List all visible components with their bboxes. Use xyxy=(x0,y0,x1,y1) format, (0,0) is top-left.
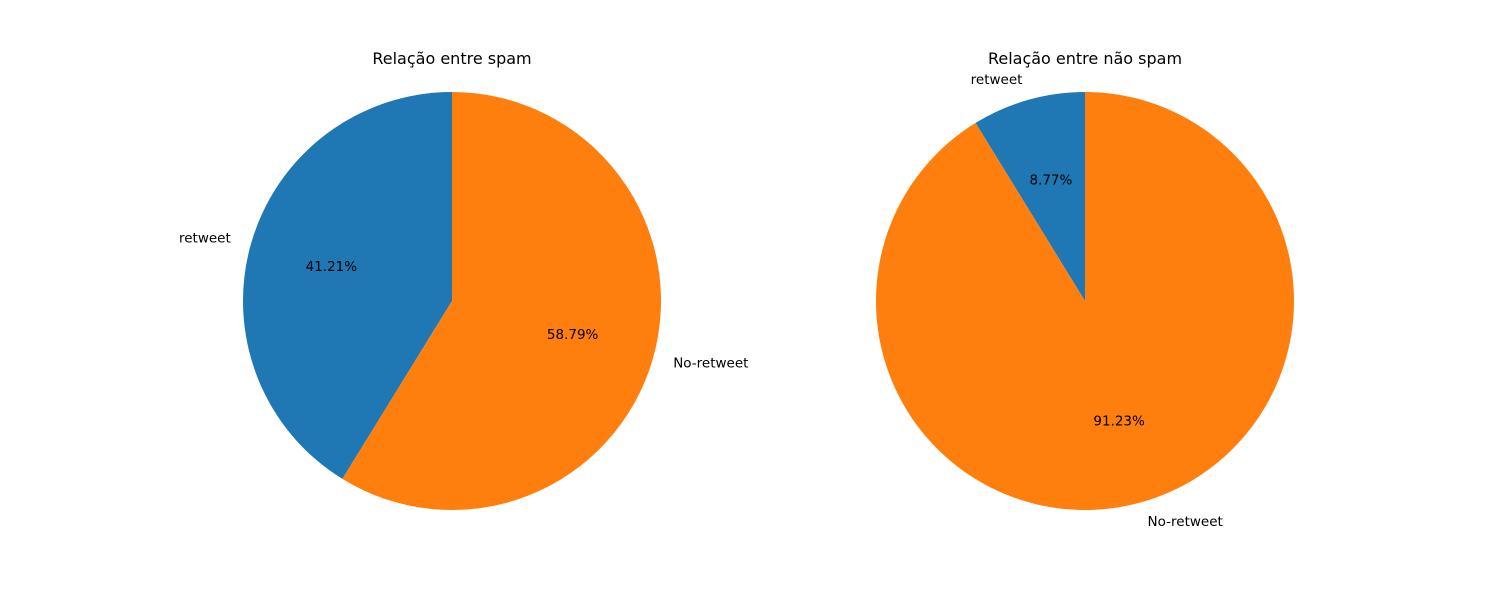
slice-label-no-retweet: No-retweet xyxy=(1148,514,1223,530)
pie-chart-spam: Relação entre spam retweet 41.21% No-retwe… xyxy=(179,49,748,511)
pie-slice-retweet xyxy=(243,92,452,479)
chart-title-nao-spam: Relação entre não spam xyxy=(988,49,1182,68)
pie-slice-no-retweet xyxy=(342,91,662,511)
slice-percent-retweet: 41.21% xyxy=(306,259,358,275)
slice-percent-retweet: 8.77% xyxy=(1029,172,1072,188)
pie-slice-retweet xyxy=(975,92,1085,301)
slice-label-retweet: retweet xyxy=(971,72,1023,88)
slice-label-retweet: retweet xyxy=(179,230,231,246)
pie-chart-nao-spam: Relação entre não spam retweet 8.77% No-re… xyxy=(876,49,1294,530)
slice-percent-no-retweet: 91.23% xyxy=(1093,414,1145,430)
slice-percent-no-retweet: 58.79% xyxy=(547,327,599,343)
chart-title-spam: Relação entre spam xyxy=(372,49,531,68)
slice-label-no-retweet: No-retweet xyxy=(673,356,748,372)
pie-slice-no-retweet xyxy=(876,92,1294,510)
